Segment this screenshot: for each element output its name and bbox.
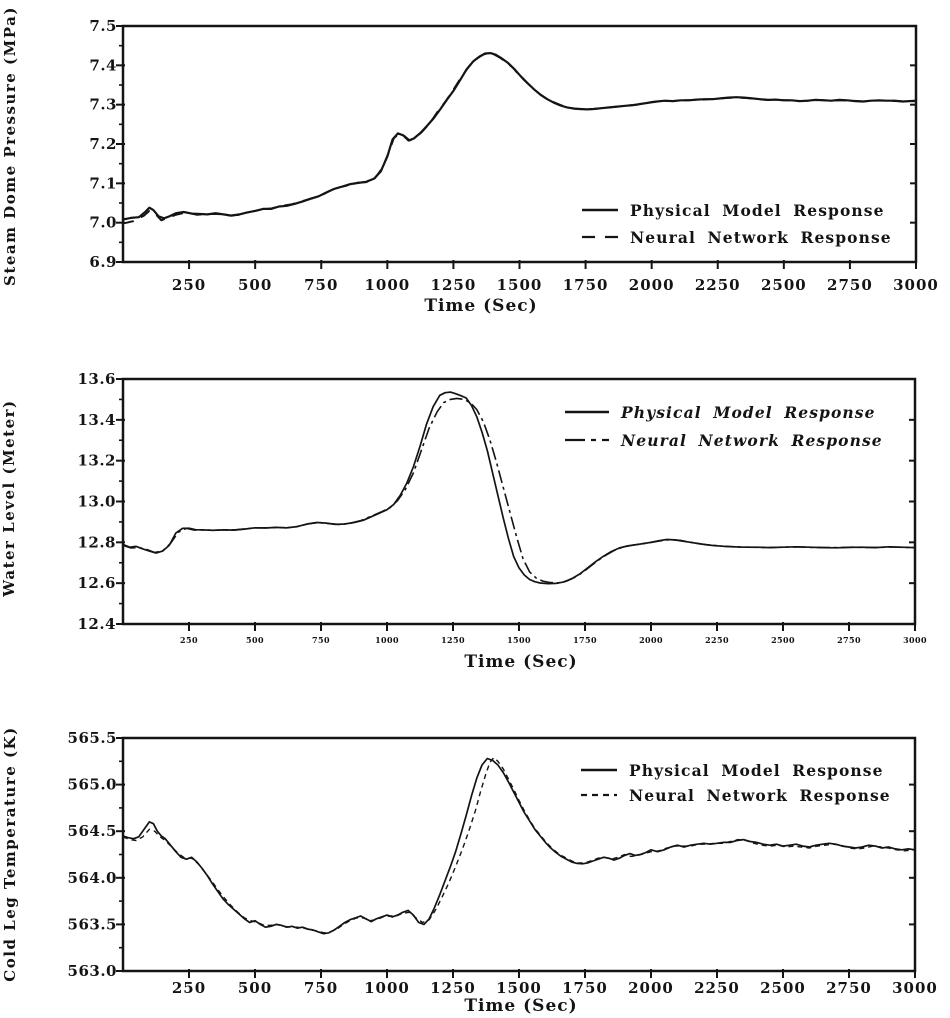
legend-label: Neural Network Response bbox=[630, 227, 892, 247]
svg-text:2500: 2500 bbox=[760, 979, 806, 997]
legend-line-sample-solid bbox=[582, 208, 618, 212]
svg-text:13.4: 13.4 bbox=[77, 411, 116, 429]
svg-text:2750: 2750 bbox=[837, 635, 861, 645]
legend-line-sample-solid bbox=[565, 410, 609, 414]
svg-text:750: 750 bbox=[304, 276, 338, 294]
svg-text:2750: 2750 bbox=[826, 979, 872, 997]
x-axis-title-pressure: Time (Sec) bbox=[424, 296, 538, 316]
svg-text:1750: 1750 bbox=[562, 979, 608, 997]
svg-text:6.9: 6.9 bbox=[89, 253, 117, 271]
legend-label: Physical Model Response bbox=[629, 760, 884, 780]
svg-text:1250: 1250 bbox=[441, 635, 465, 645]
legend-item-neural-network: Neural Network Response bbox=[580, 785, 891, 805]
svg-text:2250: 2250 bbox=[695, 276, 741, 294]
svg-text:1000: 1000 bbox=[364, 979, 410, 997]
svg-text:2250: 2250 bbox=[694, 979, 740, 997]
legend-line-sample-dash-dot bbox=[565, 438, 609, 442]
svg-text:1000: 1000 bbox=[364, 276, 410, 294]
legend-item-neural-network: Neural Network Response bbox=[581, 227, 892, 247]
legend-label: Neural Network Response bbox=[629, 785, 891, 805]
svg-text:2000: 2000 bbox=[639, 635, 663, 645]
svg-text:13.2: 13.2 bbox=[77, 452, 116, 470]
svg-text:500: 500 bbox=[238, 979, 272, 997]
legend-item-physical-model: Physical Model Response bbox=[564, 402, 876, 422]
svg-text:1000: 1000 bbox=[375, 635, 399, 645]
svg-text:1500: 1500 bbox=[497, 276, 543, 294]
svg-text:1500: 1500 bbox=[496, 979, 542, 997]
svg-text:565.5: 565.5 bbox=[68, 729, 117, 747]
x-axis-title-cold-leg-temp: Time (Sec) bbox=[464, 996, 578, 1016]
svg-text:250: 250 bbox=[172, 979, 206, 997]
svg-text:750: 750 bbox=[312, 635, 330, 645]
legend-item-neural-network: Neural Network Response bbox=[564, 430, 883, 450]
legend-label: Physical Model Response bbox=[621, 402, 876, 422]
svg-text:7.4: 7.4 bbox=[89, 56, 117, 74]
svg-text:563.5: 563.5 bbox=[68, 915, 117, 933]
svg-text:7.5: 7.5 bbox=[89, 17, 117, 35]
svg-text:2500: 2500 bbox=[761, 276, 807, 294]
legend-item-physical-model: Physical Model Response bbox=[581, 200, 885, 220]
svg-text:2250: 2250 bbox=[705, 635, 729, 645]
svg-text:500: 500 bbox=[246, 635, 264, 645]
svg-text:750: 750 bbox=[304, 979, 338, 997]
svg-text:1750: 1750 bbox=[573, 635, 597, 645]
legend-label: Physical Model Response bbox=[630, 200, 885, 220]
legend-line-sample-short-dash bbox=[581, 793, 617, 797]
svg-text:3000: 3000 bbox=[903, 635, 927, 645]
svg-text:564.0: 564.0 bbox=[68, 869, 117, 887]
svg-text:2000: 2000 bbox=[629, 276, 675, 294]
svg-text:2750: 2750 bbox=[827, 276, 873, 294]
svg-text:250: 250 bbox=[180, 635, 198, 645]
x-axis-title-water-level: Time (Sec) bbox=[464, 652, 578, 672]
svg-text:1750: 1750 bbox=[563, 276, 609, 294]
svg-text:12.8: 12.8 bbox=[77, 533, 116, 551]
svg-text:500: 500 bbox=[238, 276, 272, 294]
svg-text:3000: 3000 bbox=[893, 276, 939, 294]
svg-text:563.0: 563.0 bbox=[68, 962, 117, 980]
svg-text:12.6: 12.6 bbox=[77, 574, 116, 592]
svg-text:1500: 1500 bbox=[507, 635, 531, 645]
svg-text:7.2: 7.2 bbox=[89, 135, 117, 153]
svg-text:2500: 2500 bbox=[771, 635, 795, 645]
legend-line-sample-solid bbox=[581, 768, 617, 772]
svg-text:7.1: 7.1 bbox=[89, 174, 117, 192]
y-axis-title-water-level: Water Level (Meter) bbox=[0, 399, 18, 597]
svg-text:1250: 1250 bbox=[430, 979, 476, 997]
svg-text:1250: 1250 bbox=[431, 276, 477, 294]
svg-text:7.3: 7.3 bbox=[89, 96, 117, 114]
svg-text:250: 250 bbox=[172, 276, 206, 294]
svg-text:13.6: 13.6 bbox=[77, 370, 116, 388]
legend-item-physical-model: Physical Model Response bbox=[580, 760, 884, 780]
svg-text:564.5: 564.5 bbox=[68, 822, 117, 840]
svg-text:12.4: 12.4 bbox=[77, 615, 116, 633]
svg-text:7.0: 7.0 bbox=[89, 214, 117, 232]
svg-text:565.0: 565.0 bbox=[68, 776, 117, 794]
svg-text:3000: 3000 bbox=[892, 979, 938, 997]
legend-label: Neural Network Response bbox=[621, 430, 883, 450]
svg-text:13.0: 13.0 bbox=[77, 493, 116, 511]
svg-text:2000: 2000 bbox=[628, 979, 674, 997]
y-axis-title-pressure: Steam Dome Pressure (MPa) bbox=[1, 6, 19, 286]
y-axis-title-cold-leg-temp: Cold Leg Temperature (K) bbox=[1, 726, 19, 982]
legend-line-sample-long-dash bbox=[582, 235, 618, 239]
